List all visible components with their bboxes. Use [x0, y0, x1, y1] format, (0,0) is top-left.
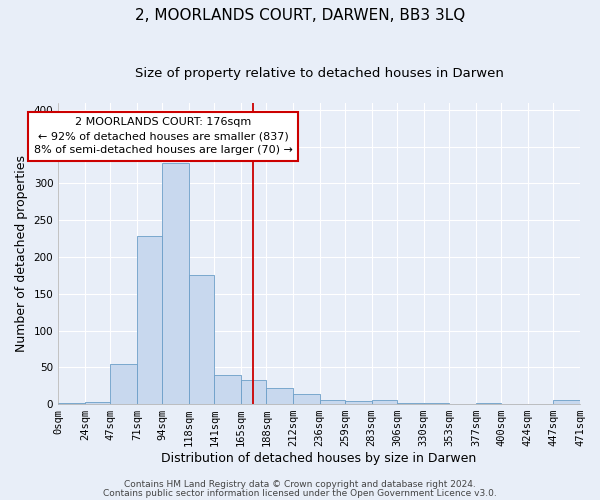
Bar: [553, 400, 580, 404]
Bar: [189, 276, 214, 404]
Bar: [163, 163, 189, 404]
Title: Size of property relative to detached houses in Darwen: Size of property relative to detached ho…: [134, 68, 503, 80]
Y-axis label: Number of detached properties: Number of detached properties: [15, 155, 28, 352]
Text: Contains HM Land Registry data © Crown copyright and database right 2024.: Contains HM Land Registry data © Crown c…: [124, 480, 476, 489]
Bar: [214, 376, 241, 404]
Bar: [241, 380, 266, 404]
Bar: [320, 400, 345, 404]
Bar: [137, 236, 163, 404]
Text: Contains public sector information licensed under the Open Government Licence v3: Contains public sector information licen…: [103, 488, 497, 498]
Bar: [58, 402, 85, 404]
Text: 2 MOORLANDS COURT: 176sqm
← 92% of detached houses are smaller (837)
8% of semi-: 2 MOORLANDS COURT: 176sqm ← 92% of detac…: [34, 117, 293, 155]
X-axis label: Distribution of detached houses by size in Darwen: Distribution of detached houses by size …: [161, 452, 477, 465]
Bar: [85, 402, 110, 404]
Bar: [110, 364, 137, 404]
Bar: [266, 388, 293, 404]
Bar: [345, 401, 372, 404]
Text: 2, MOORLANDS COURT, DARWEN, BB3 3LQ: 2, MOORLANDS COURT, DARWEN, BB3 3LQ: [135, 8, 465, 22]
Bar: [372, 400, 397, 404]
Bar: [293, 394, 320, 404]
